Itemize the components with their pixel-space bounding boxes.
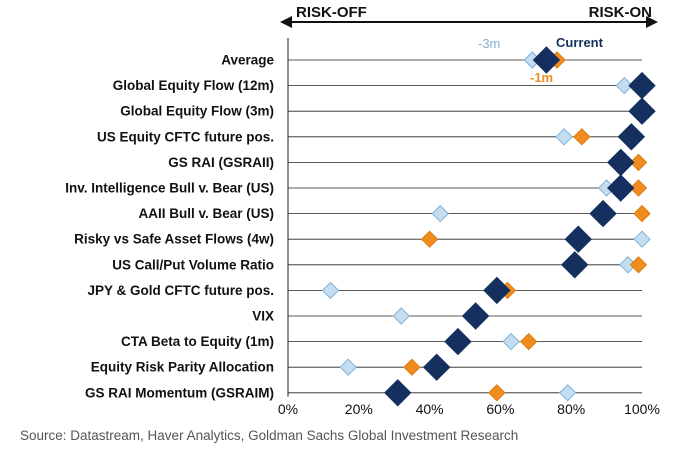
row-label: Risky vs Safe Asset Flows (4w) bbox=[74, 232, 274, 247]
marker-current bbox=[483, 276, 511, 305]
marker-minus-3m bbox=[339, 358, 357, 376]
row-label: Inv. Intelligence Bull v. Bear (US) bbox=[65, 181, 274, 196]
x-tick-label: 40% bbox=[416, 401, 444, 417]
marker-minus-1m bbox=[403, 358, 421, 376]
risk-on-header: RISK-ON bbox=[589, 4, 652, 21]
marker-current bbox=[561, 251, 589, 279]
risk-on-arrowhead bbox=[646, 16, 658, 28]
marker-minus-3m bbox=[321, 281, 340, 300]
marker-minus-3m bbox=[392, 307, 410, 325]
x-tick-label: 0% bbox=[278, 401, 298, 417]
marker-minus-1m bbox=[629, 179, 648, 197]
row-label: GS RAI Momentum (GSRAIM) bbox=[85, 385, 274, 400]
row-labels: Average Global Equity Flow (12m) Global Eq… bbox=[65, 53, 274, 401]
x-tick-label: 100% bbox=[624, 401, 660, 417]
marker-minus-1m bbox=[573, 128, 591, 146]
marker-minus-3m bbox=[615, 76, 634, 95]
marker-minus-3m bbox=[633, 230, 651, 248]
marker-current bbox=[589, 199, 617, 228]
x-tick-label: 20% bbox=[345, 401, 373, 417]
x-tick-label: 60% bbox=[486, 401, 514, 417]
marker-current bbox=[628, 97, 656, 125]
row-label: Equity Risk Parity Allocation bbox=[91, 360, 274, 375]
marker-minus-1m bbox=[629, 256, 648, 274]
row-label: AAII Bull v. Bear (US) bbox=[138, 206, 274, 221]
x-tick-label: 80% bbox=[557, 401, 585, 417]
marker-current bbox=[384, 379, 412, 407]
row-label: Global Equity Flow (12m) bbox=[113, 78, 274, 93]
risk-off-header: RISK-OFF bbox=[296, 4, 367, 21]
row-label: CTA Beta to Equity (1m) bbox=[121, 334, 274, 349]
marker-current bbox=[607, 148, 635, 177]
row-label: Average bbox=[221, 53, 274, 68]
row-label: Global Equity Flow (3m) bbox=[120, 104, 274, 119]
marker-current bbox=[628, 71, 656, 100]
marker-minus-1m bbox=[629, 153, 648, 172]
marker-current bbox=[422, 353, 451, 381]
marker-current bbox=[444, 327, 472, 356]
x-axis-ticks: 0% 20% 40% 60% 80% 100% bbox=[278, 401, 660, 417]
risk-arrows bbox=[280, 16, 658, 28]
marker-minus-3m bbox=[558, 384, 577, 402]
marker-current bbox=[461, 302, 490, 330]
row-label: US Equity CFTC future pos. bbox=[97, 129, 274, 144]
marker-minus-1m bbox=[420, 230, 439, 248]
marker-current bbox=[607, 174, 635, 202]
marker-current bbox=[617, 123, 646, 151]
row-label: GS RAI (GSRAII) bbox=[168, 155, 274, 170]
annotation-minus-1m: -1m bbox=[530, 70, 553, 85]
marker-minus-3m bbox=[555, 128, 573, 146]
source-note: Source: Datastream, Haver Analytics, Gol… bbox=[20, 428, 519, 443]
row-label: US Call/Put Volume Ratio bbox=[112, 257, 274, 272]
annotation-current: Current bbox=[556, 35, 604, 50]
gridlines bbox=[287, 38, 642, 397]
row-label: JPY & Gold CFTC future pos. bbox=[87, 283, 274, 298]
row-label: VIX bbox=[252, 309, 274, 324]
marker-current bbox=[564, 225, 592, 253]
marker-minus-3m bbox=[431, 204, 449, 223]
marker-minus-1m bbox=[488, 384, 506, 402]
marker-minus-1m bbox=[633, 204, 651, 223]
marker-minus-3m bbox=[502, 332, 520, 351]
marker-current bbox=[532, 46, 561, 74]
annotation-minus-3m: -3m bbox=[478, 36, 500, 51]
risk-off-arrowhead bbox=[280, 16, 292, 28]
marker-minus-1m bbox=[520, 332, 538, 351]
data-markers bbox=[321, 46, 656, 407]
